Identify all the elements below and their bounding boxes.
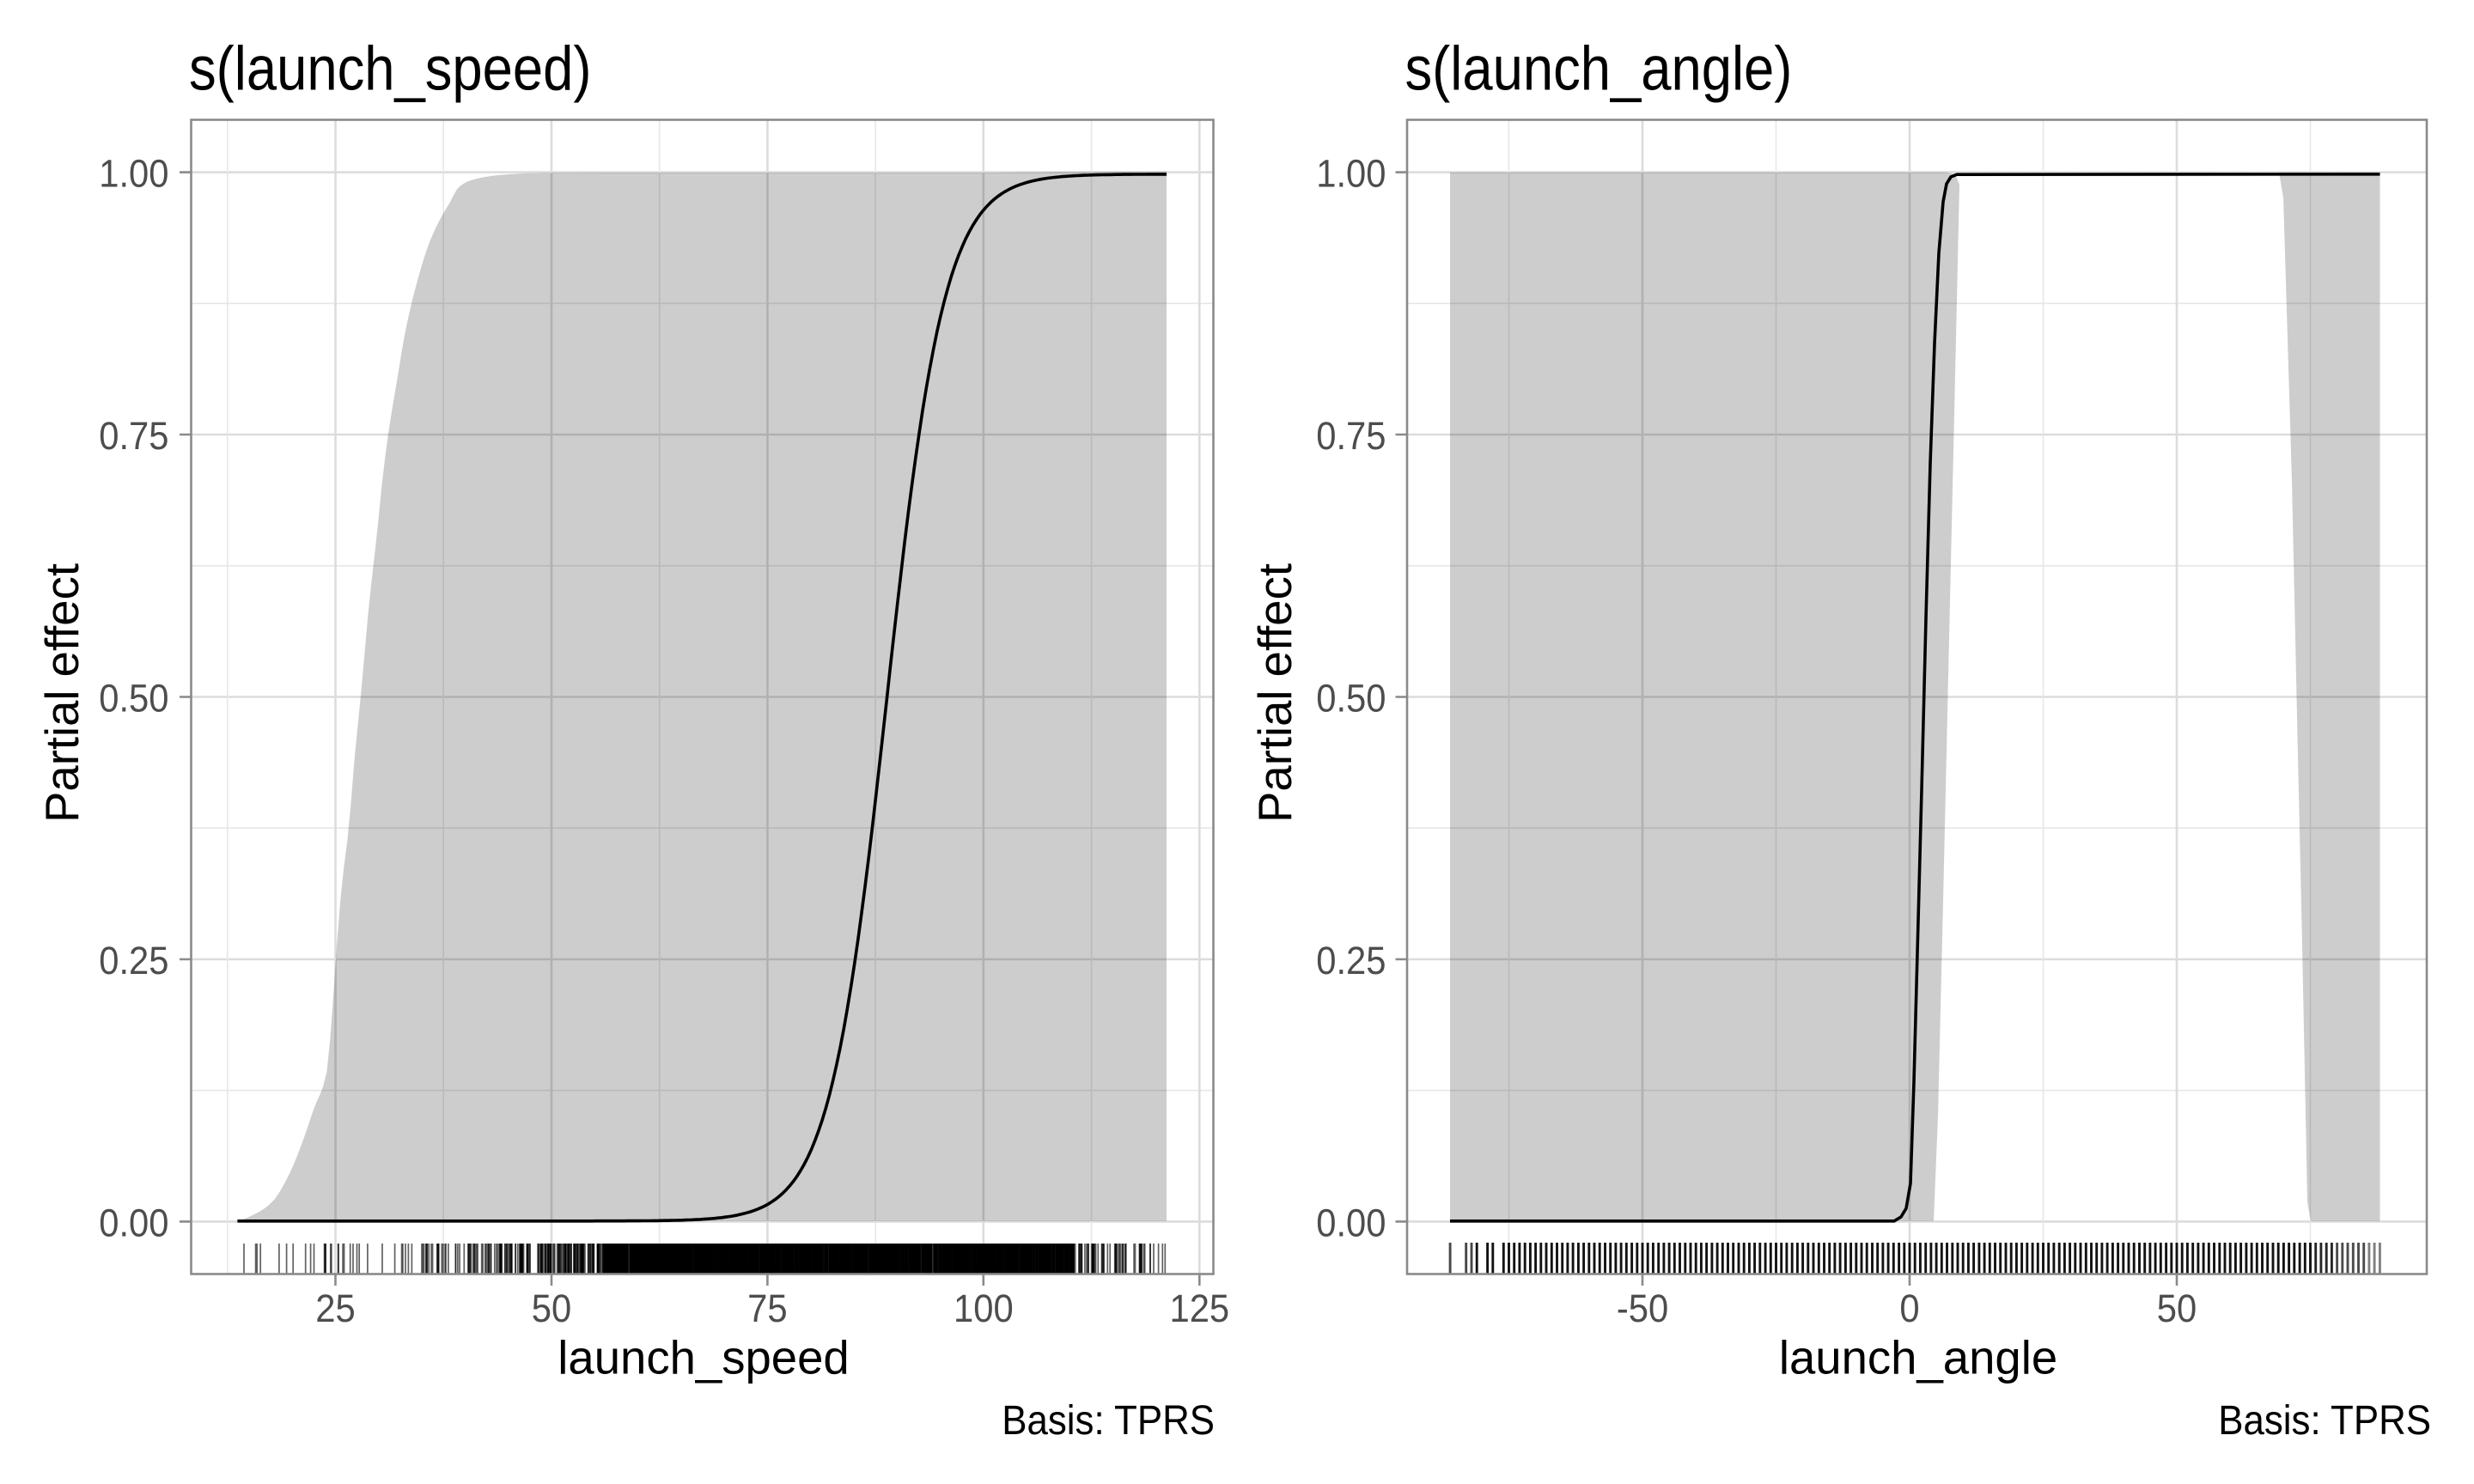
svg-text:0.75: 0.75 xyxy=(99,415,168,458)
svg-text:1.00: 1.00 xyxy=(1316,153,1386,196)
svg-text:125: 125 xyxy=(1169,1287,1229,1330)
svg-text:75: 75 xyxy=(747,1287,787,1330)
svg-text:launch_speed: launch_speed xyxy=(558,1332,849,1384)
svg-text:100: 100 xyxy=(954,1287,1014,1330)
svg-text:Partial effect: Partial effect xyxy=(1249,563,1301,823)
svg-text:0.75: 0.75 xyxy=(1316,415,1386,458)
svg-text:0.50: 0.50 xyxy=(99,678,168,721)
svg-text:0.00: 0.00 xyxy=(1316,1202,1386,1245)
svg-text:-50: -50 xyxy=(1617,1287,1668,1330)
svg-text:0.50: 0.50 xyxy=(1316,678,1386,721)
svg-text:0: 0 xyxy=(1899,1287,1919,1330)
svg-text:50: 50 xyxy=(532,1287,571,1330)
svg-text:0.25: 0.25 xyxy=(99,940,168,982)
svg-text:s(launch_speed): s(launch_speed) xyxy=(189,34,591,104)
svg-text:s(launch_angle): s(launch_angle) xyxy=(1405,34,1793,104)
svg-text:0.25: 0.25 xyxy=(1316,940,1386,982)
svg-text:Basis: TPRS: Basis: TPRS xyxy=(2218,1396,2431,1443)
svg-text:0.00: 0.00 xyxy=(99,1202,168,1245)
svg-text:50: 50 xyxy=(2157,1287,2197,1330)
svg-text:25: 25 xyxy=(315,1287,355,1330)
svg-text:Basis: TPRS: Basis: TPRS xyxy=(1002,1396,1215,1443)
svg-text:Partial effect: Partial effect xyxy=(36,563,88,823)
svg-text:1.00: 1.00 xyxy=(99,153,168,196)
svg-text:launch_angle: launch_angle xyxy=(1779,1332,2057,1384)
